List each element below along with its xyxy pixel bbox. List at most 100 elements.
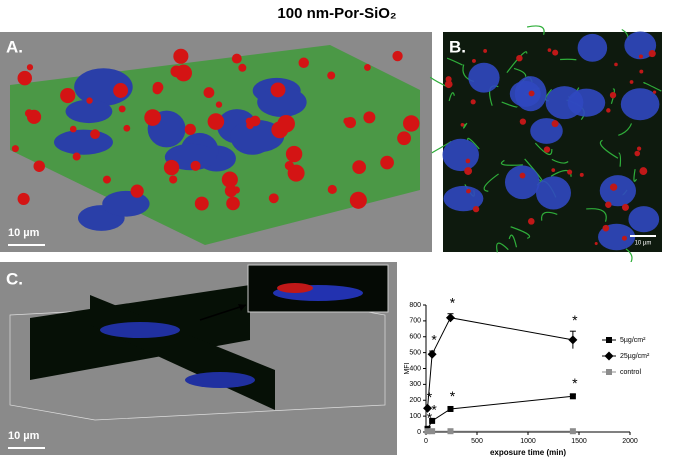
x-tick-label: 2000	[622, 438, 638, 445]
particle	[470, 99, 476, 105]
series-line	[427, 317, 573, 409]
legend-marker	[604, 351, 614, 361]
particle	[364, 64, 371, 71]
nucleus	[442, 138, 479, 172]
scale-label: 10 µm	[8, 227, 40, 239]
fiber	[500, 159, 523, 166]
particle	[397, 131, 412, 146]
particle	[602, 224, 610, 232]
nucleus	[468, 62, 500, 93]
y-tick-label: 300	[409, 381, 421, 388]
nucleus	[628, 206, 660, 233]
data-point	[427, 349, 437, 359]
particle	[444, 80, 453, 89]
significance-mark: *	[431, 402, 437, 418]
panel-label: A.	[6, 37, 23, 56]
x-tick-label: 500	[471, 438, 483, 445]
nucleus	[443, 185, 484, 212]
x-tick-label: 1000	[520, 438, 536, 445]
significance-mark: *	[572, 312, 578, 328]
nucleus	[100, 322, 180, 338]
scale-label: 10 µm	[635, 241, 652, 247]
particle	[605, 201, 612, 208]
particle	[327, 184, 337, 195]
particle	[547, 48, 552, 52]
particle	[621, 235, 627, 241]
particle	[215, 101, 223, 108]
particle	[207, 113, 225, 130]
particle	[327, 71, 336, 80]
particle	[102, 175, 111, 184]
significance-mark: *	[572, 375, 578, 391]
nucleus	[624, 31, 657, 60]
fiber	[448, 92, 455, 102]
fiber	[610, 88, 615, 104]
fiber	[508, 234, 518, 248]
figure-title: 100 nm-Por-SiO₂	[277, 5, 396, 22]
significance-mark: *	[427, 389, 433, 405]
nucleus	[65, 99, 113, 124]
particles	[277, 283, 313, 293]
y-tick-label: 700	[409, 318, 421, 325]
particle	[226, 196, 240, 211]
particle	[609, 91, 617, 99]
particle	[90, 129, 100, 140]
particle	[69, 125, 77, 133]
x-tick-label: 1500	[571, 438, 587, 445]
fiber	[463, 122, 468, 129]
particle	[72, 152, 81, 161]
particle	[24, 109, 34, 118]
fiber	[483, 173, 499, 192]
fiber	[534, 142, 553, 156]
particle	[527, 218, 535, 225]
particle	[123, 124, 131, 132]
particle	[464, 167, 473, 175]
particle	[270, 82, 286, 98]
fiber	[643, 82, 662, 92]
particle	[392, 50, 403, 62]
particle	[516, 54, 523, 62]
particle	[231, 53, 242, 64]
particle	[152, 84, 163, 95]
significance-mark: *	[427, 410, 433, 426]
particle	[298, 57, 309, 68]
particle	[483, 49, 488, 53]
nucleus	[620, 88, 660, 121]
particle	[552, 49, 559, 56]
particle	[472, 205, 480, 213]
plot-background	[397, 262, 674, 474]
y-tick-label: 500	[409, 349, 421, 356]
y-tick-label: 400	[409, 365, 421, 372]
particle	[460, 123, 465, 127]
y-tick-label: 600	[409, 334, 421, 341]
particle	[130, 184, 144, 198]
data-point	[429, 417, 436, 424]
particle	[636, 146, 642, 151]
nucleus	[185, 372, 255, 388]
particle	[543, 146, 551, 153]
particle	[287, 164, 305, 182]
arrow	[199, 304, 247, 321]
particle	[472, 58, 476, 63]
particle	[277, 114, 295, 133]
particle	[184, 123, 196, 135]
particle	[60, 87, 76, 104]
nucleus	[504, 165, 540, 200]
particle	[639, 69, 644, 74]
particle	[238, 63, 247, 72]
nucleus	[229, 120, 285, 153]
panel-label: B.	[449, 37, 466, 56]
particle	[232, 186, 240, 194]
particle	[551, 120, 559, 128]
fiber	[496, 242, 509, 253]
particle	[349, 191, 367, 209]
particle	[528, 90, 535, 97]
data-point	[447, 428, 454, 435]
particle	[86, 97, 93, 104]
y-tick-label: 100	[409, 413, 421, 420]
particle	[17, 70, 33, 86]
particle	[402, 115, 420, 132]
legend-marker	[606, 369, 612, 375]
particle	[519, 172, 526, 179]
particle	[629, 80, 634, 84]
